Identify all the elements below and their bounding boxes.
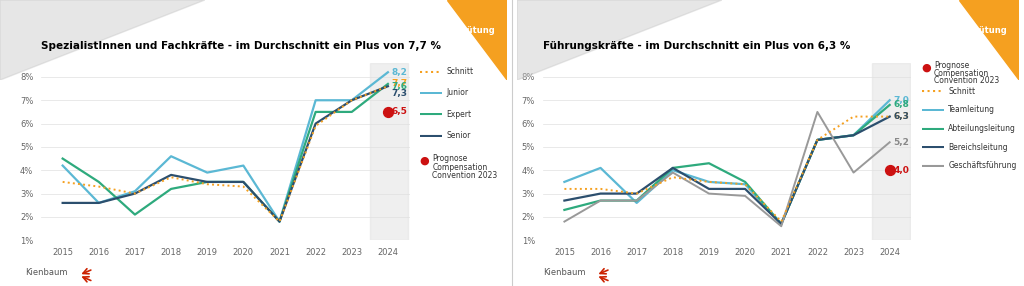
Text: Grundvergütung: Grundvergütung — [929, 26, 1008, 35]
Text: 7,3: 7,3 — [391, 89, 408, 98]
Text: Prognose: Prognose — [934, 61, 969, 70]
Text: 7,7: 7,7 — [391, 80, 408, 88]
Text: Schnitt: Schnitt — [446, 67, 473, 76]
Text: ●: ● — [922, 62, 932, 72]
Bar — [370, 63, 408, 240]
Text: Abteilungsleitung: Abteilungsleitung — [948, 124, 1016, 133]
Text: 6,5: 6,5 — [391, 108, 408, 116]
Text: 6,3: 6,3 — [893, 112, 909, 121]
Text: SpezialistInnen und Fachkräfte - im Durchschnitt ein Plus von 7,7 %: SpezialistInnen und Fachkräfte - im Durc… — [41, 41, 441, 51]
Text: Prognose: Prognose — [432, 154, 467, 163]
Text: Expert: Expert — [446, 110, 472, 119]
Text: Kienbaum: Kienbaum — [543, 269, 586, 277]
Text: 6,8: 6,8 — [893, 100, 909, 110]
Text: 7,6: 7,6 — [391, 82, 408, 91]
Text: Convention 2023: Convention 2023 — [432, 171, 498, 180]
Polygon shape — [446, 0, 507, 80]
Text: Compensation: Compensation — [934, 69, 989, 78]
Text: Teamleitung: Teamleitung — [948, 106, 995, 114]
Text: Schnitt: Schnitt — [948, 87, 975, 96]
Text: Grundvergütung: Grundvergütung — [417, 26, 496, 35]
Text: Compensation: Compensation — [432, 163, 487, 172]
Text: Senior: Senior — [446, 131, 471, 140]
Text: Führungskräfte - im Durchschnitt ein Plus von 6,3 %: Führungskräfte - im Durchschnitt ein Plu… — [543, 41, 850, 51]
Text: 8,2: 8,2 — [391, 68, 408, 77]
Text: Convention 2023: Convention 2023 — [934, 76, 999, 86]
Text: Geschäftsführung: Geschäftsführung — [948, 161, 1017, 170]
Text: Junior: Junior — [446, 88, 469, 98]
Polygon shape — [517, 0, 722, 80]
Text: Kienbaum: Kienbaum — [26, 269, 69, 277]
Text: ●: ● — [420, 155, 430, 165]
Point — [882, 168, 898, 172]
Polygon shape — [958, 0, 1019, 80]
Text: Bereichsleitung: Bereichsleitung — [948, 143, 1008, 152]
Polygon shape — [0, 0, 205, 80]
Text: 7,0: 7,0 — [893, 96, 909, 105]
Text: 5,2: 5,2 — [893, 138, 909, 147]
Point — [380, 110, 396, 114]
Text: 4,0: 4,0 — [893, 166, 909, 175]
Text: 6,3: 6,3 — [893, 112, 909, 121]
Bar — [871, 63, 909, 240]
